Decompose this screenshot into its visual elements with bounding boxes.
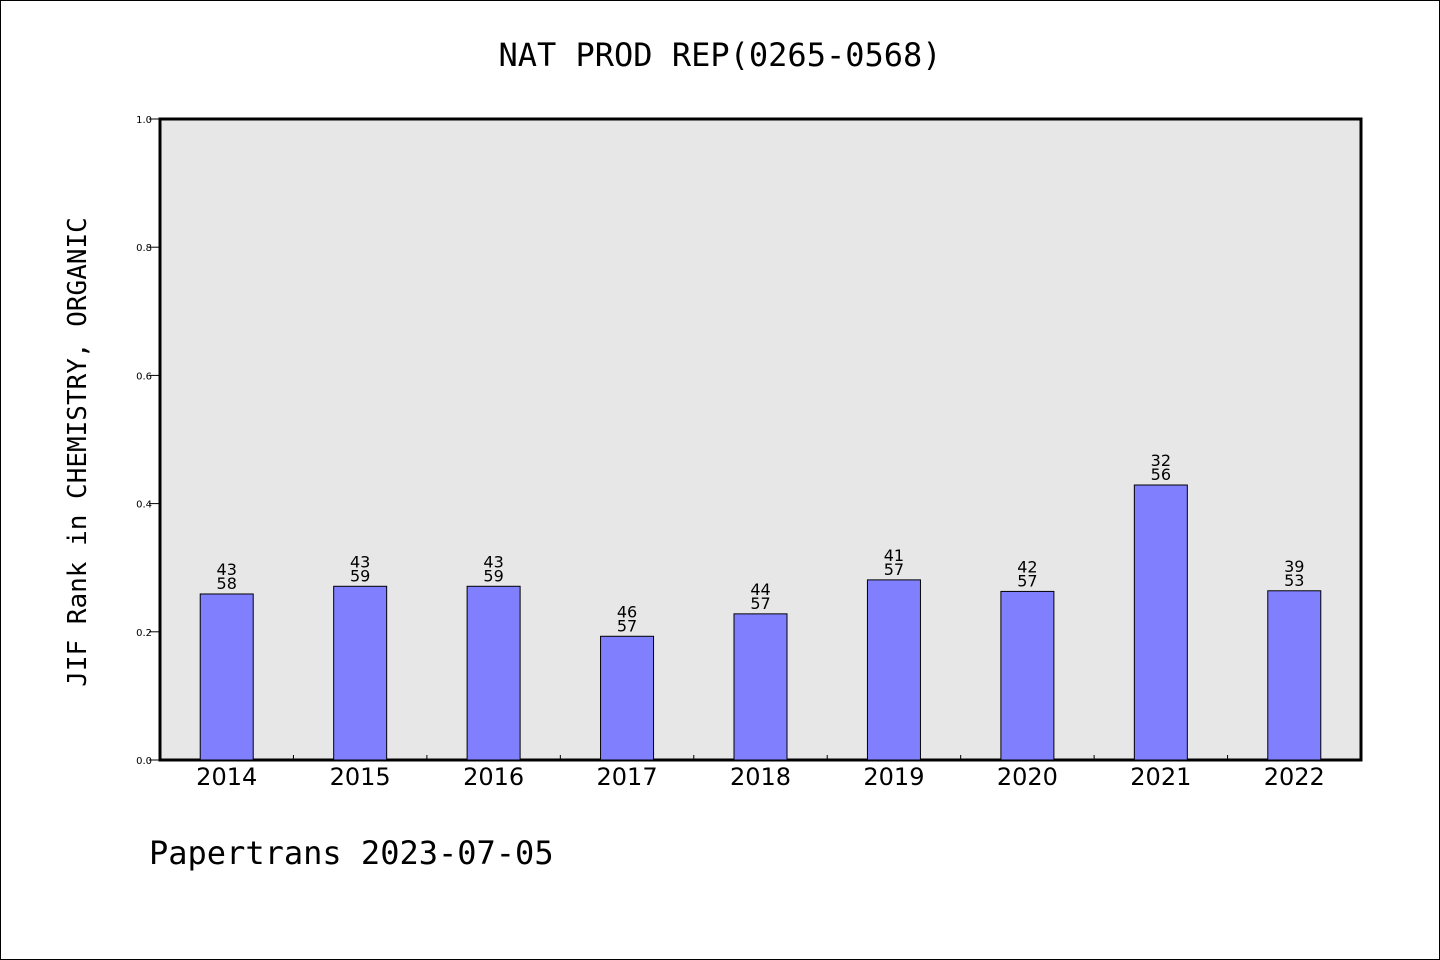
y-axis: 0.0 0.2 0.4 0.6 0.8 1.0 xyxy=(136,115,160,767)
y-tick-label: 0.2 xyxy=(136,628,152,639)
x-tick-label: 2022 xyxy=(1264,763,1325,791)
bar-2016 xyxy=(466,585,521,761)
bar-total-label: 57 xyxy=(1017,571,1037,590)
y-axis-label: JIF Rank in CHEMISTRY, ORGANIC xyxy=(63,217,93,687)
x-tick-label: 2016 xyxy=(463,763,524,791)
bar-rank-label: 39 xyxy=(1284,557,1304,576)
bar-2015 xyxy=(333,585,388,761)
x-tick-label: 2020 xyxy=(997,763,1058,791)
bar-rank-label: 43 xyxy=(483,552,503,571)
bar-total-label: 59 xyxy=(483,566,503,585)
y-tick-label: 0.8 xyxy=(136,243,152,254)
bar-2019 xyxy=(866,579,921,761)
x-tick-label: 2015 xyxy=(330,763,391,791)
chart-title: NAT PROD REP(0265-0568) xyxy=(498,36,941,74)
x-axis: 2014 2015 2016 2017 2018 2019 2020 2021 2022 xyxy=(196,755,1325,791)
x-tick-label: 2018 xyxy=(730,763,791,791)
bar-total-label: 58 xyxy=(217,574,237,593)
bar-rank-label: 46 xyxy=(617,602,637,621)
bar-2017 xyxy=(600,635,655,761)
y-tick-label: 0.0 xyxy=(136,756,152,767)
bar-rank-label: 44 xyxy=(750,580,770,599)
bar-2022 xyxy=(1267,590,1322,761)
bar-rank-label: 32 xyxy=(1151,451,1171,470)
bar-2018 xyxy=(733,613,788,761)
bar-total-label: 57 xyxy=(617,616,637,635)
y-tick-label: 0.4 xyxy=(136,500,152,511)
bar-total-label: 53 xyxy=(1284,571,1304,590)
footer-text: Papertrans 2023-07-05 xyxy=(149,834,554,872)
bar-rank-label: 41 xyxy=(884,546,904,565)
bar-2020 xyxy=(1000,590,1055,761)
bar-2021 xyxy=(1133,484,1188,761)
x-tick-label: 2021 xyxy=(1130,763,1191,791)
bar-rank-label: 43 xyxy=(217,560,237,579)
bar-total-label: 57 xyxy=(884,560,904,579)
bar-total-label: 57 xyxy=(750,594,770,613)
y-tick-label: 0.6 xyxy=(136,371,152,382)
x-tick-label: 2014 xyxy=(196,763,257,791)
bar-total-label: 59 xyxy=(350,566,370,585)
bar-rank-label: 43 xyxy=(350,552,370,571)
x-tick-label: 2017 xyxy=(597,763,658,791)
bar-rank-label: 42 xyxy=(1017,557,1037,576)
y-tick-label: 1.0 xyxy=(136,115,152,126)
bar-2014 xyxy=(199,593,254,761)
x-tick-label: 2019 xyxy=(863,763,924,791)
bar-total-label: 56 xyxy=(1151,465,1171,484)
